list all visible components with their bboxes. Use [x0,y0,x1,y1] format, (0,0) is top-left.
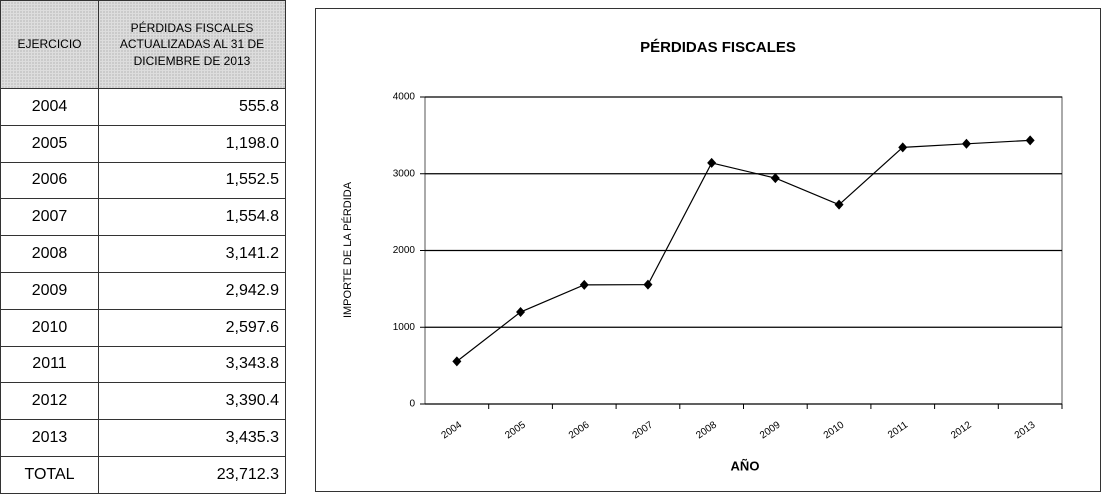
y-tick-label: 4000 [393,92,416,103]
table-row: 2009 2,942.9 [0,271,286,310]
x-tick-label: 2013 [1013,419,1038,441]
x-tick-label: 2008 [694,419,719,441]
year-cell: 2012 [0,382,99,421]
x-tick-label: 2010 [822,419,847,441]
value-cell: 2,597.6 [98,308,286,347]
y-axis-title: IMPORTE DE LA PÉRDIDA [341,181,354,318]
year-cell: 2004 [0,88,99,126]
value-cell: 1,198.0 [98,124,286,163]
data-point [834,199,844,210]
table-row: 2006 1,552.5 [0,161,286,200]
header-cell: PÉRDIDAS FISCALES ACTUALIZADAS AL 31 DE … [98,0,286,89]
chart-border [315,8,1101,492]
x-tick-label: 2007 [631,419,656,441]
value-cell: 2,942.9 [98,271,286,310]
data-point [961,138,971,149]
value-cell: 3,390.4 [98,382,286,421]
value-cell: 3,343.8 [98,345,286,384]
table-row: 2012 3,390.4 [0,382,286,421]
year-cell: 2008 [0,235,99,273]
data-point [707,157,717,168]
x-tick-label: 2012 [949,419,974,441]
value-cell: 555.8 [98,88,286,126]
x-tick-label: 2004 [440,419,465,441]
table-row: 2010 2,597.6 [0,308,286,347]
data-point [579,279,589,290]
data-point [516,307,526,318]
table-row: 2004 555.8 [0,88,286,126]
value-cell: 3,141.2 [98,235,286,273]
data-point [898,142,908,153]
y-tick-label: 0 [409,399,415,410]
header-row: EJERCICIO PÉRDIDAS FISCALES ACTUALIZADAS… [0,0,286,89]
header-cell: EJERCICIO [0,0,99,89]
data-point [452,356,462,367]
value-cell: 3,435.3 [98,419,286,457]
y-tick-label: 1000 [393,322,416,333]
table-row: 2007 1,554.8 [0,198,286,237]
table-row: 2011 3,343.8 [0,345,286,384]
year-cell: 2010 [0,308,99,347]
year-cell: 2011 [0,345,99,384]
table-row: 2013 3,435.3 [0,419,286,457]
x-tick-label: 2011 [886,419,910,441]
data-point [643,279,653,290]
data-line [456,139,1031,362]
chart-title: PÉRDIDAS FISCALES [640,39,796,56]
x-tick-label: 2006 [567,419,592,441]
value-cell: 1,552.5 [98,161,286,200]
data-point [1025,135,1035,146]
table-row: TOTAL 23,712.3 [0,455,286,494]
loss-table: EJERCICIO PÉRDIDAS FISCALES ACTUALIZADAS… [0,0,286,494]
x-axis-title: AÑO [731,458,760,473]
data-point [770,173,780,184]
table-body: EJERCICIO PÉRDIDAS FISCALES ACTUALIZADAS… [0,0,286,494]
year-cell: 2013 [0,419,99,457]
y-tick-label: 2000 [393,245,416,256]
year-cell: 2007 [0,198,99,237]
year-cell: 2006 [0,161,99,200]
value-cell: 1,554.8 [98,198,286,237]
table-row: 2005 1,198.0 [0,124,286,163]
x-tick-label: 2009 [758,419,783,441]
table-row: 2008 3,141.2 [0,235,286,273]
year-cell: 2009 [0,271,99,310]
x-tick-label: 2005 [503,419,528,441]
year-cell: 2005 [0,124,99,163]
chart: PÉRDIDAS FISCALES AÑO IMPORTE DE LA PÉRD… [315,8,1101,492]
year-cell: TOTAL [0,455,99,494]
value-cell: 23,712.3 [98,455,286,494]
y-tick-label: 3000 [393,168,416,179]
